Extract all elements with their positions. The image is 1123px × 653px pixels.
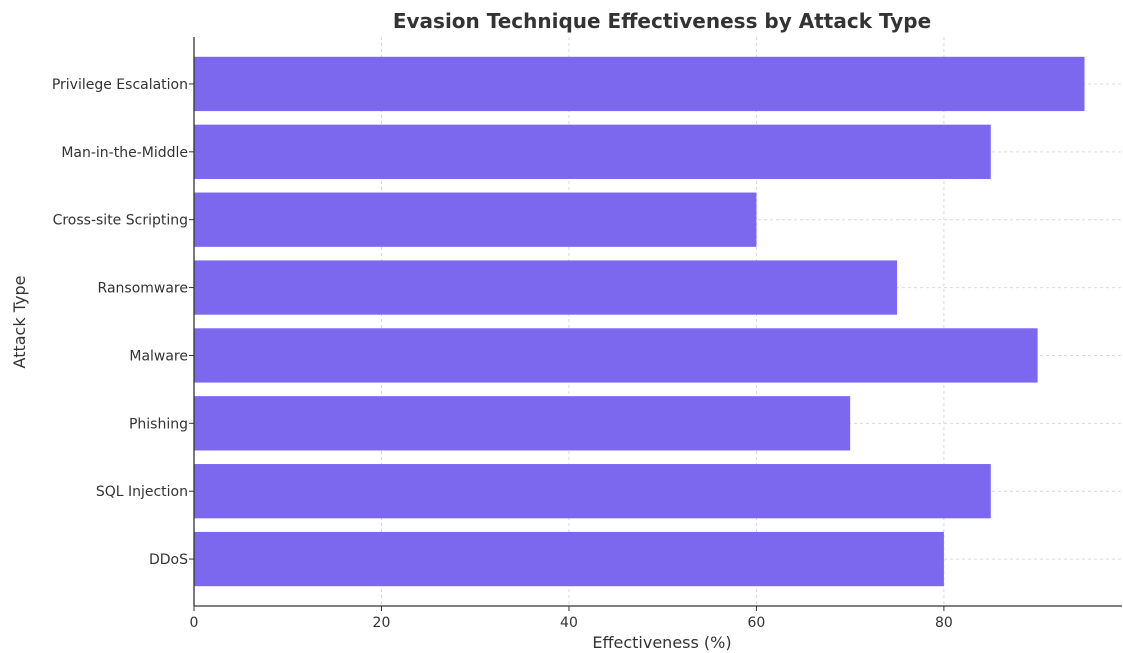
bars [194, 56, 1085, 587]
y-tick-label: Cross-site Scripting [53, 213, 188, 229]
x-tick-label: 40 [560, 615, 578, 631]
y-tick-label: Ransomware [98, 281, 188, 297]
axes [193, 37, 1122, 607]
chart-title: Evasion Technique Effectiveness by Attac… [393, 9, 931, 33]
y-tick-label: Privilege Escalation [52, 77, 188, 93]
bar-sql-injection [194, 464, 991, 519]
x-tick-label: 0 [190, 615, 199, 631]
x-tick-label: 20 [373, 615, 391, 631]
bar-cross-site-scripting [194, 192, 757, 247]
y-ticks: DDoS SQL Injection Phishing Malware Ransomwa… [52, 77, 194, 568]
bar-ransomware [194, 260, 898, 315]
y-axis-label: Attack Type [10, 276, 29, 369]
y-tick-label: Malware [129, 348, 188, 364]
bar-man-in-the-middle [194, 124, 991, 179]
y-tick-label: Phishing [129, 416, 188, 432]
x-ticks: 0 20 40 60 80 [190, 606, 953, 631]
y-tick-label: DDoS [149, 552, 188, 568]
y-tick-label: SQL Injection [96, 484, 188, 500]
y-tick-label: Man-in-the-Middle [61, 145, 188, 161]
bar-phishing [194, 396, 851, 451]
grid [193, 37, 1122, 606]
x-tick-label: 60 [748, 615, 766, 631]
bar-ddos [194, 531, 944, 587]
bar-malware [194, 328, 1038, 383]
bar-privilege-escalation [194, 56, 1085, 112]
x-tick-label: 80 [935, 615, 953, 631]
x-axis-label: Effectiveness (%) [592, 633, 731, 652]
